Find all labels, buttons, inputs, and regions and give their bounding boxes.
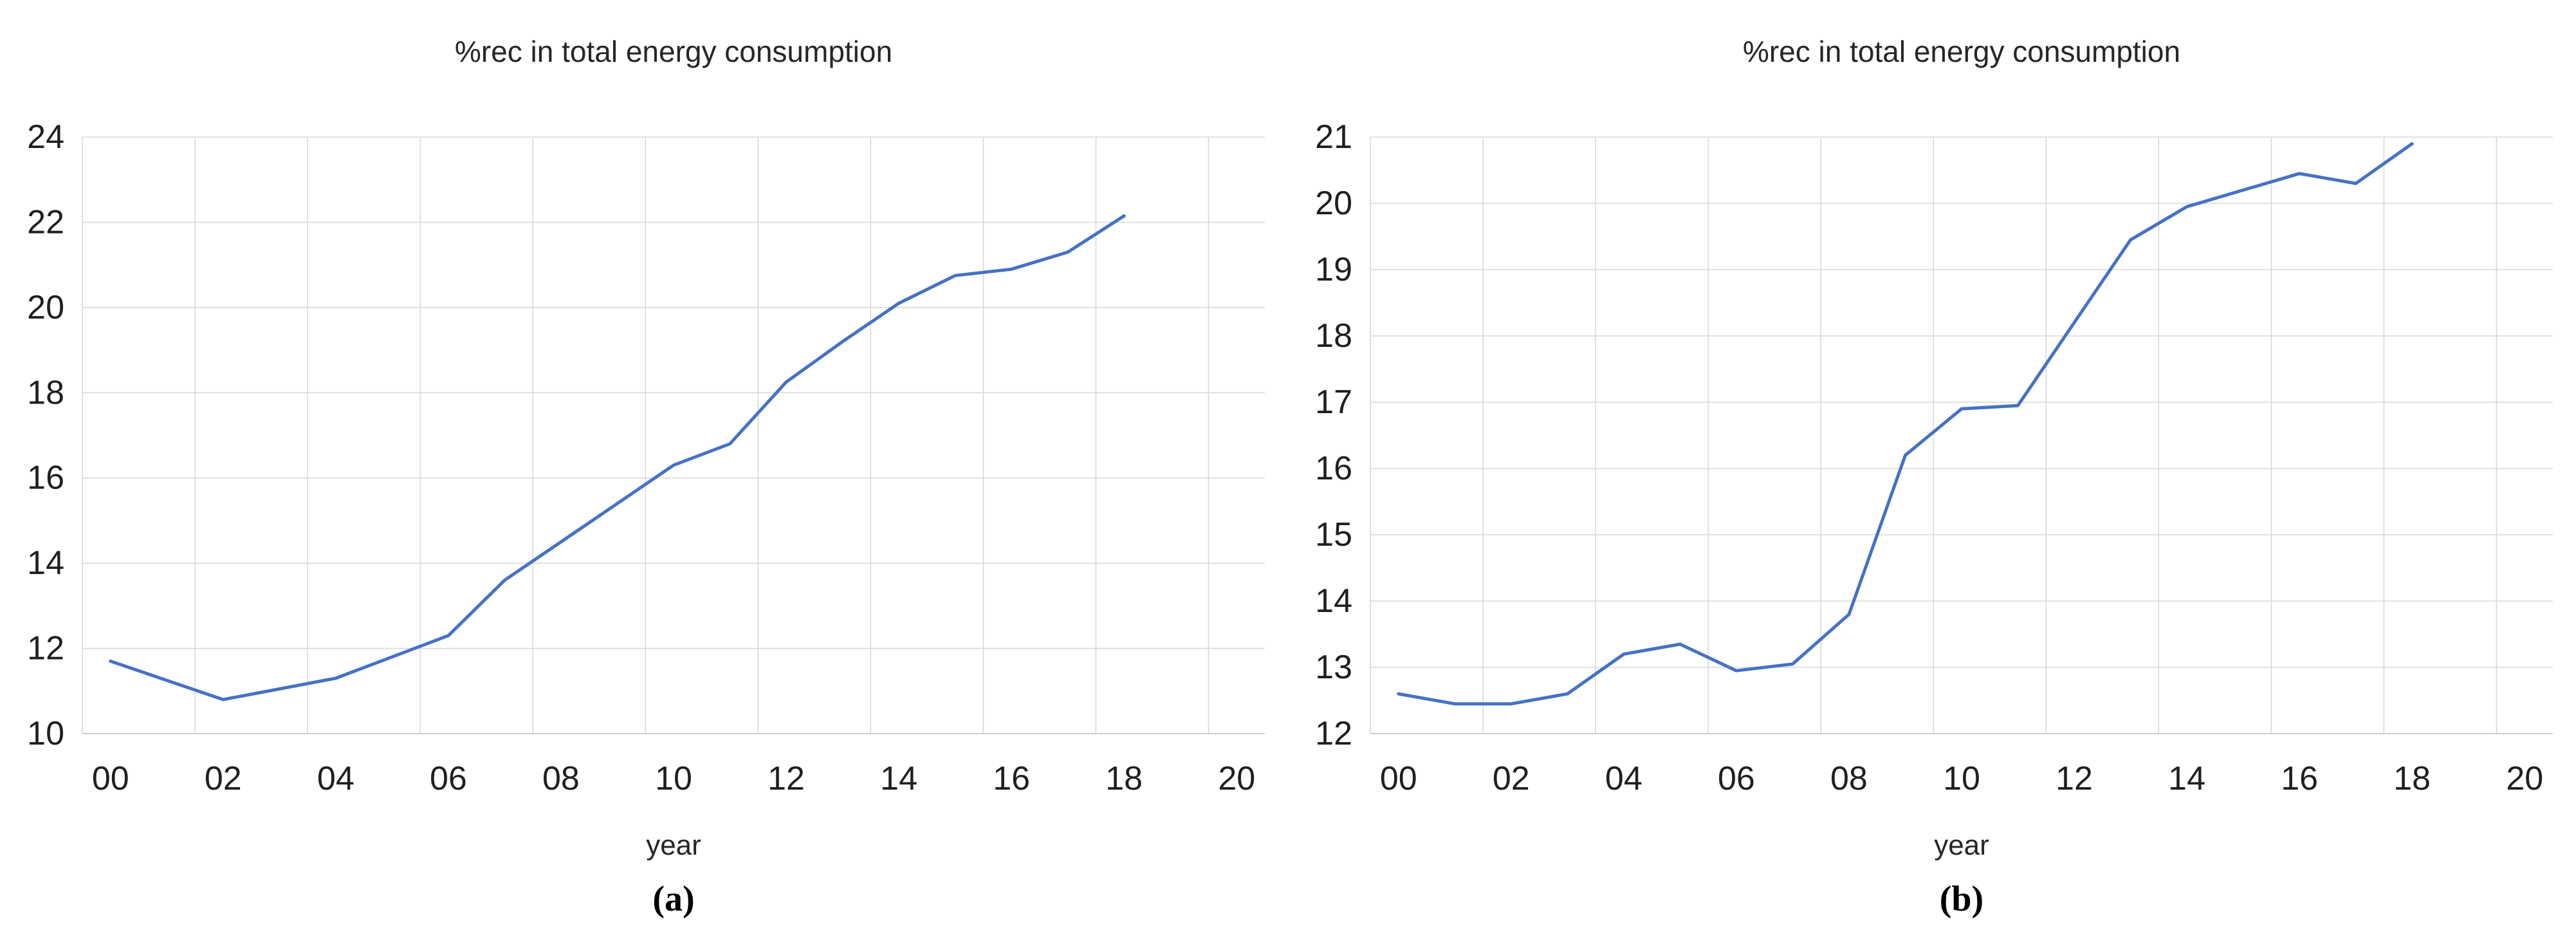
svg-text:17: 17 xyxy=(1315,384,1352,421)
svg-text:08: 08 xyxy=(542,760,580,797)
svg-text:02: 02 xyxy=(1493,760,1530,797)
svg-text:19: 19 xyxy=(1315,251,1352,288)
svg-text:18: 18 xyxy=(1105,760,1143,797)
chart-title-a: %rec in total energy consumption xyxy=(454,35,893,68)
svg-text:00: 00 xyxy=(1380,760,1417,797)
panel-caption-a: (a) xyxy=(652,879,695,919)
x-axis-title-b: year xyxy=(1934,830,1989,861)
svg-text:10: 10 xyxy=(27,715,64,752)
svg-text:16: 16 xyxy=(993,760,1030,797)
svg-text:04: 04 xyxy=(1605,760,1642,797)
svg-text:14: 14 xyxy=(1315,582,1352,620)
x-axis-title-a: year xyxy=(646,830,701,861)
svg-text:24: 24 xyxy=(27,118,64,156)
svg-text:18: 18 xyxy=(27,374,64,411)
chart-panel-b: %rec in total energy consumption 12 13 14 1… xyxy=(1288,0,2576,937)
svg-text:13: 13 xyxy=(1315,649,1352,686)
svg-text:12: 12 xyxy=(27,630,64,667)
svg-text:18: 18 xyxy=(2393,760,2431,797)
chart-panel-a: %rec in total energy consumption 10 12 14 1… xyxy=(27,35,1265,919)
svg-text:18: 18 xyxy=(1315,317,1352,355)
svg-text:14: 14 xyxy=(880,760,917,797)
svg-text:12: 12 xyxy=(1315,715,1352,752)
svg-text:12: 12 xyxy=(768,760,805,797)
svg-text:06: 06 xyxy=(430,760,467,797)
svg-text:04: 04 xyxy=(317,760,354,797)
svg-text:21: 21 xyxy=(1315,118,1352,156)
svg-text:14: 14 xyxy=(27,544,64,582)
line-plot-a: 10 12 14 16 18 20 22 24 00 02 04 06 08 10 12 14 16 18 20 xyxy=(27,118,1265,797)
svg-text:10: 10 xyxy=(1943,760,1980,797)
svg-text:20: 20 xyxy=(27,289,64,326)
panel-caption-b: (b) xyxy=(1939,879,1984,919)
svg-text:00: 00 xyxy=(92,760,129,797)
svg-text:16: 16 xyxy=(27,459,64,497)
svg-text:12: 12 xyxy=(2056,760,2093,797)
svg-text:14: 14 xyxy=(2168,760,2205,797)
line-plot-b: 12 13 14 15 16 17 18 19 20 21 00 02 04 06 08 10 12 14 16 18… xyxy=(1315,118,2553,797)
svg-text:10: 10 xyxy=(655,760,692,797)
svg-text:06: 06 xyxy=(1718,760,1755,797)
svg-text:16: 16 xyxy=(1315,450,1352,487)
svg-text:22: 22 xyxy=(27,203,64,241)
svg-text:20: 20 xyxy=(1315,185,1352,222)
svg-text:02: 02 xyxy=(205,760,242,797)
svg-text:20: 20 xyxy=(1218,760,1255,797)
svg-text:16: 16 xyxy=(2281,760,2318,797)
svg-text:08: 08 xyxy=(1830,760,1868,797)
chart-title-b: %rec in total energy consumption xyxy=(1742,35,2181,68)
svg-text:15: 15 xyxy=(1315,516,1352,553)
svg-text:20: 20 xyxy=(2506,760,2543,797)
